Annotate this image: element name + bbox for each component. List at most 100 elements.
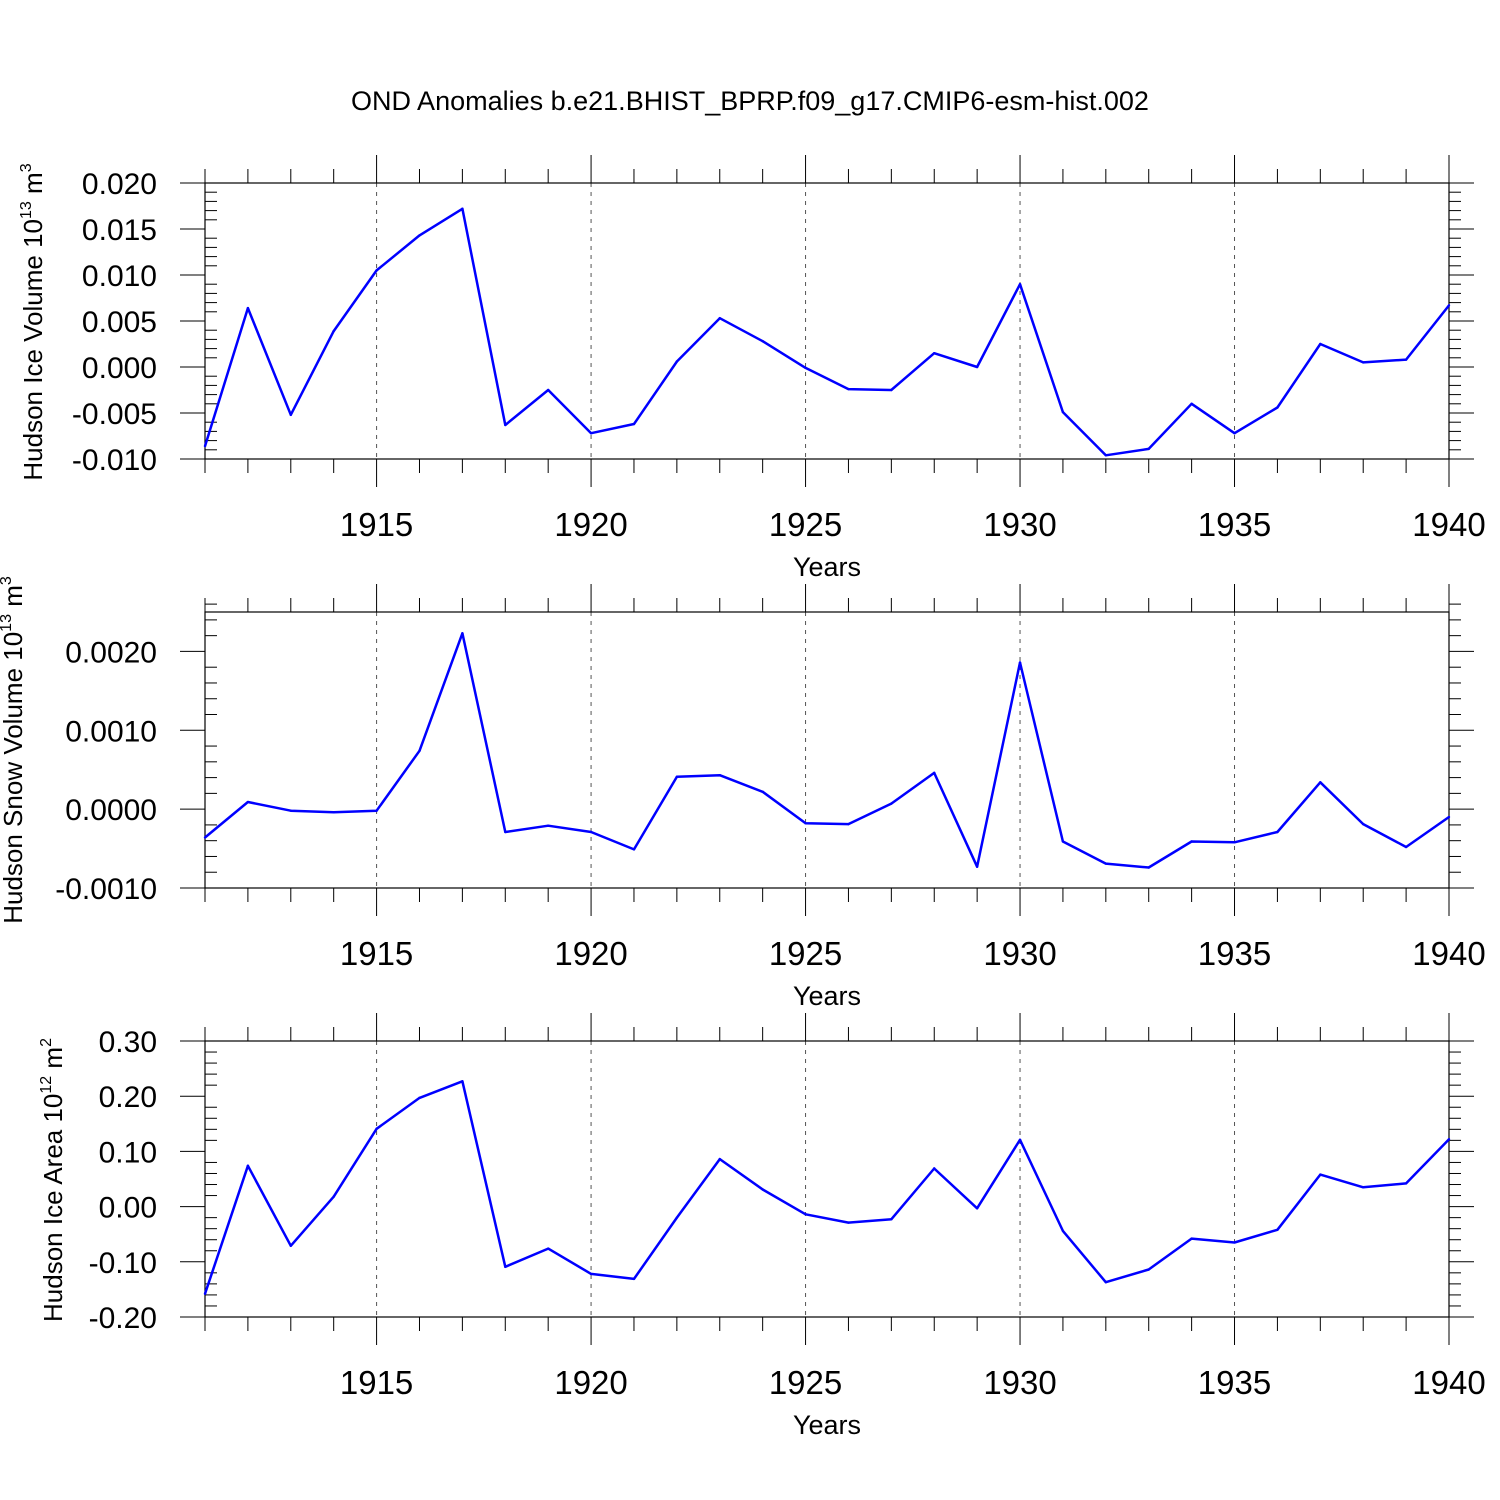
x-axis-label: Years <box>793 981 861 1011</box>
data-point <box>418 234 421 237</box>
x-tick-label: 1935 <box>1198 506 1271 543</box>
data-point <box>1147 447 1150 451</box>
data-point <box>1061 410 1065 414</box>
data-point <box>1104 1281 1108 1284</box>
x-tick-label: 1915 <box>340 1364 413 1401</box>
data-point <box>761 1188 764 1191</box>
x-tick-label: 1925 <box>769 506 842 543</box>
data-point <box>1447 815 1451 819</box>
data-point <box>589 432 593 435</box>
data-point <box>675 1216 679 1219</box>
y-tick-label: -0.010 <box>72 444 157 477</box>
data-point <box>418 749 421 752</box>
series-line <box>204 632 1450 869</box>
data-point <box>847 387 850 391</box>
y-axis-label: Hudson Ice Volume 1013 m3 <box>18 163 48 480</box>
x-tick-label: 1925 <box>769 1364 842 1401</box>
data-point <box>1404 1182 1408 1185</box>
data-point <box>1147 1268 1150 1271</box>
data-point <box>246 800 250 804</box>
data-point <box>1404 845 1408 849</box>
data-point <box>289 809 292 812</box>
data-point <box>804 822 807 825</box>
data-point <box>461 1080 464 1083</box>
data-point <box>1447 1138 1451 1141</box>
y-tick-label: 0.010 <box>82 260 157 293</box>
data-point <box>975 365 979 369</box>
x-tick-label: 1915 <box>340 506 413 543</box>
data-point <box>1319 781 1322 784</box>
data-point <box>1018 1138 1022 1142</box>
data-point <box>203 1292 207 1296</box>
x-tick-label: 1915 <box>340 935 413 972</box>
x-tick-label: 1930 <box>983 506 1056 543</box>
x-tick-label: 1935 <box>1198 935 1271 972</box>
data-point <box>1362 361 1365 364</box>
y-tick-label: 0.000 <box>82 352 157 385</box>
data-point <box>675 360 679 363</box>
panels: -0.010 -0.005 0.000 0.005 0.010 0.015 0.020 191… <box>0 155 1486 1440</box>
data-point <box>847 1221 850 1224</box>
chart-panel-1: -0.010 -0.005 0.000 0.005 0.010 0.015 0.020 191… <box>18 155 1486 582</box>
chart-panel-2: -0.0010 0.0000 0.0010 0.0020 1915 1920 1925 193… <box>0 576 1486 1011</box>
data-point <box>804 1213 807 1216</box>
series-line <box>203 207 1450 457</box>
data-point <box>461 207 464 210</box>
x-tick-label: 1920 <box>554 935 627 972</box>
data-point <box>718 317 721 320</box>
data-point <box>546 824 550 827</box>
x-tick-label: 1925 <box>769 935 842 972</box>
data-point <box>975 1207 979 1210</box>
data-point <box>1018 283 1022 286</box>
x-tick-label: 1920 <box>554 506 627 543</box>
x-tick-label: 1930 <box>983 935 1056 972</box>
data-point <box>933 1167 936 1170</box>
data-point <box>632 1277 636 1281</box>
data-point <box>246 1164 250 1167</box>
data-point <box>375 809 378 812</box>
data-point <box>504 423 507 427</box>
x-tick-label: 1940 <box>1412 506 1485 543</box>
y-axis-label: Hudson Snow Volume 1013 m3 <box>0 576 28 924</box>
data-point <box>1447 304 1451 307</box>
data-point <box>761 790 764 793</box>
data-point <box>1018 661 1022 664</box>
data-point <box>1276 830 1279 834</box>
data-point <box>332 1195 335 1198</box>
data-point <box>289 413 292 417</box>
series-line <box>203 1080 1450 1295</box>
data-point <box>1319 1173 1322 1176</box>
data-point <box>1061 840 1065 843</box>
y-tick-label: 0.20 <box>99 1081 157 1114</box>
y-tick-label: 0.0010 <box>65 715 157 748</box>
data-point <box>546 388 550 392</box>
y-tick-label: 0.015 <box>82 214 157 247</box>
data-point <box>1362 822 1365 826</box>
data-point <box>1233 841 1236 844</box>
data-point <box>203 444 207 448</box>
data-point <box>203 836 207 839</box>
x-tick-label: 1935 <box>1198 1364 1271 1401</box>
data-point <box>975 865 979 868</box>
data-point <box>375 1127 378 1130</box>
data-point <box>1276 406 1279 409</box>
data-point <box>804 366 807 370</box>
data-point <box>675 775 679 779</box>
data-point <box>418 1096 421 1100</box>
data-point <box>1104 454 1108 457</box>
data-point <box>632 422 636 426</box>
data-point <box>1147 866 1150 869</box>
data-point <box>1233 432 1236 435</box>
data-point <box>289 1244 292 1247</box>
data-point <box>1104 862 1108 865</box>
data-point <box>1404 358 1408 361</box>
y-tick-label: 0.020 <box>82 168 157 201</box>
data-point <box>1362 1186 1365 1189</box>
data-point <box>504 1265 507 1268</box>
x-axis-label: Years <box>793 1410 861 1440</box>
data-point <box>933 352 936 355</box>
data-point <box>375 269 378 272</box>
data-point <box>890 802 893 805</box>
x-tick-label: 1940 <box>1412 1364 1485 1401</box>
